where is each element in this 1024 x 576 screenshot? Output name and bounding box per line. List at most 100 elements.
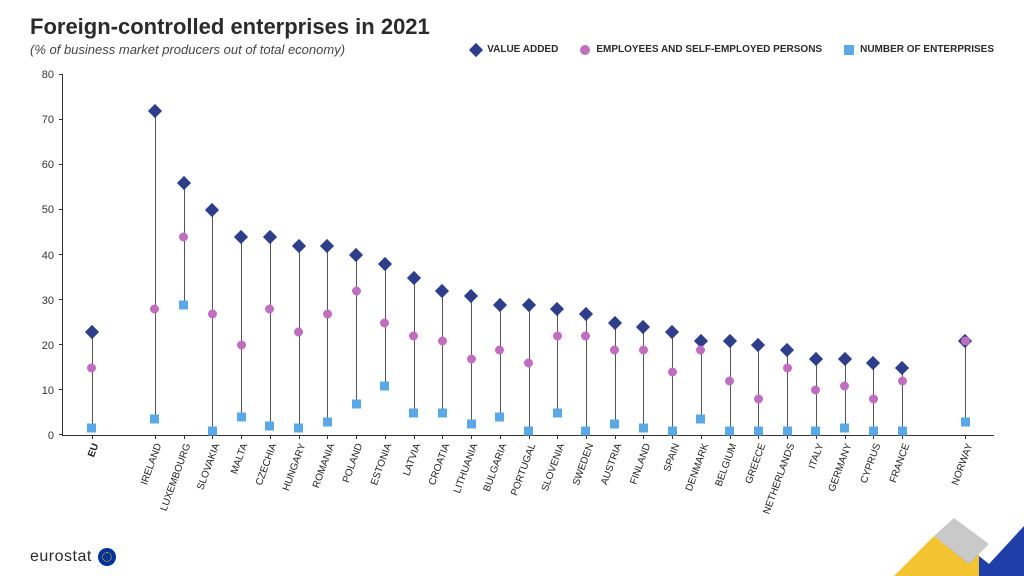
value-added-marker bbox=[895, 360, 909, 374]
data-column bbox=[557, 75, 558, 435]
y-tick-label: 70 bbox=[42, 114, 54, 126]
data-column bbox=[327, 75, 328, 435]
employees-marker bbox=[754, 395, 763, 404]
enterprises-marker bbox=[610, 419, 619, 428]
value-added-marker bbox=[177, 176, 191, 190]
value-added-marker bbox=[292, 239, 306, 253]
employees-marker bbox=[265, 305, 274, 314]
enterprises-marker bbox=[294, 424, 303, 433]
x-axis-label: AUSTRIA bbox=[599, 442, 624, 486]
y-tick-label: 50 bbox=[42, 204, 54, 216]
x-axis-label: ESTONIA bbox=[369, 442, 394, 487]
employees-marker bbox=[237, 341, 246, 350]
data-column bbox=[787, 75, 788, 435]
employees-marker bbox=[725, 377, 734, 386]
enterprises-marker bbox=[581, 426, 590, 435]
x-axis-label: BELGIUM bbox=[714, 442, 740, 488]
value-added-marker bbox=[838, 351, 852, 365]
data-column bbox=[643, 75, 644, 435]
enterprises-marker bbox=[840, 424, 849, 433]
data-column bbox=[586, 75, 587, 435]
x-axis-label: SLOVAKIA bbox=[195, 442, 222, 492]
employees-marker bbox=[179, 233, 188, 242]
data-column bbox=[356, 75, 357, 435]
data-column bbox=[414, 75, 415, 435]
employees-marker bbox=[639, 345, 648, 354]
x-axis-label: DENMARK bbox=[683, 442, 710, 493]
value-added-marker bbox=[550, 302, 564, 316]
employees-marker bbox=[380, 318, 389, 327]
data-column bbox=[902, 75, 903, 435]
value-added-marker bbox=[349, 248, 363, 262]
chart-area: 01020304050607080 EUIRELANDLUXEMBOURGSLO… bbox=[30, 75, 994, 506]
value-added-marker bbox=[85, 324, 99, 338]
y-tick-label: 30 bbox=[42, 295, 54, 307]
employees-marker bbox=[869, 395, 878, 404]
value-added-marker bbox=[435, 284, 449, 298]
data-column bbox=[816, 75, 817, 435]
employees-marker bbox=[438, 336, 447, 345]
x-axis-label: MALTA bbox=[229, 442, 250, 476]
x-axis-label: ITALY bbox=[807, 442, 826, 470]
chart-title: Foreign-controlled enterprises in 2021 bbox=[30, 14, 1024, 40]
enterprises-marker bbox=[409, 408, 418, 417]
brand-text: eurostat bbox=[30, 548, 92, 566]
enterprises-marker bbox=[961, 417, 970, 426]
x-axis-label: BULGARIA bbox=[482, 442, 510, 493]
x-axis-label: FINLAND bbox=[628, 442, 653, 486]
employees-marker bbox=[840, 381, 849, 390]
y-tick-label: 10 bbox=[42, 385, 54, 397]
x-axis-label: LITHUANIA bbox=[453, 442, 481, 495]
x-axis-labels: EUIRELANDLUXEMBOURGSLOVAKIAMALTACZECHIAH… bbox=[62, 436, 994, 506]
enterprises-marker bbox=[696, 415, 705, 424]
data-column bbox=[442, 75, 443, 435]
data-column bbox=[615, 75, 616, 435]
x-axis-label: FRANCE bbox=[888, 442, 912, 484]
data-column bbox=[471, 75, 472, 435]
data-column bbox=[184, 75, 185, 435]
legend-value-added: VALUE ADDED bbox=[471, 44, 558, 55]
value-added-marker bbox=[636, 320, 650, 334]
value-added-marker bbox=[148, 104, 162, 118]
data-column bbox=[270, 75, 271, 435]
value-added-marker bbox=[406, 270, 420, 284]
data-column bbox=[701, 75, 702, 435]
employees-marker bbox=[581, 332, 590, 341]
value-added-marker bbox=[464, 288, 478, 302]
enterprises-marker bbox=[87, 424, 96, 433]
enterprises-marker bbox=[179, 300, 188, 309]
enterprises-marker bbox=[898, 426, 907, 435]
eu-flag-icon bbox=[98, 548, 116, 566]
employees-marker bbox=[87, 363, 96, 372]
value-added-marker bbox=[809, 351, 823, 365]
enterprises-marker bbox=[495, 413, 504, 422]
employees-marker bbox=[294, 327, 303, 336]
y-tick-label: 60 bbox=[42, 159, 54, 171]
enterprises-marker bbox=[237, 413, 246, 422]
corner-decoration bbox=[874, 506, 1024, 576]
enterprises-marker bbox=[869, 426, 878, 435]
y-tick-label: 20 bbox=[42, 340, 54, 352]
employees-marker bbox=[610, 345, 619, 354]
x-axis-label: IRELAND bbox=[139, 442, 164, 487]
enterprises-marker bbox=[811, 426, 820, 435]
enterprises-marker bbox=[553, 408, 562, 417]
employees-marker bbox=[696, 345, 705, 354]
employees-marker bbox=[409, 332, 418, 341]
value-added-marker bbox=[205, 203, 219, 217]
employees-marker bbox=[524, 359, 533, 368]
legend-employees: EMPLOYEES AND SELF-EMPLOYED PERSONS bbox=[580, 44, 822, 55]
data-column bbox=[155, 75, 156, 435]
data-column bbox=[212, 75, 213, 435]
data-column bbox=[299, 75, 300, 435]
square-icon bbox=[844, 45, 854, 55]
data-column bbox=[92, 75, 93, 435]
employees-marker bbox=[208, 309, 217, 318]
x-axis-label: PORTUGAL bbox=[509, 442, 538, 497]
data-column bbox=[873, 75, 874, 435]
x-axis-label: CYPRUS bbox=[859, 442, 884, 485]
x-axis-label: CZECHIA bbox=[254, 442, 279, 487]
y-tick-label: 40 bbox=[42, 250, 54, 262]
value-added-marker bbox=[866, 356, 880, 370]
data-column bbox=[758, 75, 759, 435]
